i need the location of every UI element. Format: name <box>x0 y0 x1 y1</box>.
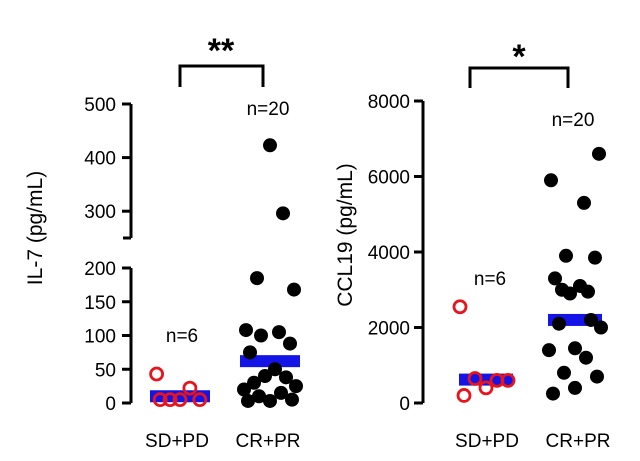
il7-significance-stars: ** <box>208 32 235 70</box>
il7-y-axis-label: IL-7 (pg/mL) <box>24 171 47 285</box>
il7-point-crpr <box>252 389 266 404</box>
il7-points <box>149 138 303 408</box>
ccl19-tick-label: 2000 <box>368 319 410 340</box>
il7-point-crpr <box>247 375 261 390</box>
ccl19-y-ticks: 0 2000 4000 6000 8000 <box>368 92 423 415</box>
il7-point-crpr <box>239 323 253 338</box>
ccl19-point-crpr <box>581 284 595 299</box>
ccl19-point-crpr <box>555 282 569 297</box>
ccl19-tick-label: 4000 <box>368 243 410 264</box>
ccl19-tick-label: 6000 <box>368 168 410 189</box>
ccl19-tick-label: 0 <box>399 394 410 415</box>
il7-point-crpr <box>241 393 255 408</box>
ccl19-point-crpr <box>588 250 602 265</box>
il7-tick-label: 100 <box>84 327 116 348</box>
il7-tick-label: 500 <box>84 95 116 116</box>
ccl19-n-label-sdpd: n=6 <box>474 269 506 290</box>
il7-panel: IL-7 (pg/mL) 0 50 100 150 200 300 400 500 ** n=… <box>24 32 303 452</box>
ccl19-y-axis-label: CCL19 (pg/mL) <box>334 163 357 307</box>
ccl19-point-crpr <box>579 350 593 365</box>
il7-significance-bracket <box>178 64 265 87</box>
il7-median-bar-0 <box>150 390 210 403</box>
ccl19-significance-star: * <box>512 38 526 76</box>
il7-point-crpr <box>250 271 264 286</box>
il7-point-crpr <box>276 206 290 221</box>
il7-median-bar-1 <box>240 355 300 368</box>
il7-n-label-sdpd: n=6 <box>166 326 198 347</box>
ccl19-point-crpr <box>546 386 560 401</box>
ccl19-tick-label: 8000 <box>368 92 410 113</box>
ccl19-point-sdpd <box>456 388 472 403</box>
ccl19-panel: CCL19 (pg/mL) 0 2000 4000 6000 8000 * n=6 n=… <box>334 38 610 452</box>
ccl19-x-label-sdpd: SD+PD <box>455 431 519 452</box>
ccl19-point-crpr <box>584 312 598 327</box>
il7-tick-label: 400 <box>84 149 116 170</box>
ccl19-n-label-crpr: n=20 <box>552 110 595 131</box>
il7-point-crpr <box>289 379 303 394</box>
il7-n-label-crpr: n=20 <box>247 99 290 120</box>
ccl19-point-sdpd <box>478 380 494 396</box>
il7-point-crpr <box>279 370 293 385</box>
il7-point-crpr <box>263 393 277 408</box>
il7-point-crpr <box>258 369 272 383</box>
ccl19-point-crpr <box>559 248 573 263</box>
ccl19-point-crpr <box>552 316 566 331</box>
ccl19-point-crpr <box>592 146 606 161</box>
ccl19-point-crpr <box>542 343 556 358</box>
ccl19-points <box>452 146 608 403</box>
ccl19-point-crpr <box>590 369 604 384</box>
il7-tick-label: 150 <box>84 293 116 314</box>
il7-point-crpr <box>263 138 277 153</box>
il7-point-sdpd <box>149 366 165 382</box>
ccl19-significance-bracket <box>468 66 570 88</box>
ccl19-point-crpr <box>568 341 582 356</box>
il7-point-crpr <box>268 362 282 377</box>
il7-point-crpr <box>287 282 301 297</box>
il7-tick-label: 0 <box>105 394 116 415</box>
il7-point-sdpd <box>152 392 168 408</box>
ccl19-x-label-crpr: CR+PR <box>546 431 611 452</box>
il7-point-sdpd <box>192 392 208 408</box>
ccl19-point-crpr <box>577 195 591 210</box>
il7-point-crpr <box>283 336 297 351</box>
ccl19-point-crpr <box>544 173 558 188</box>
ccl19-point-crpr <box>594 320 608 335</box>
il7-y-ticks: 0 50 100 150 200 300 400 500 <box>84 95 131 415</box>
il7-tick-label: 200 <box>84 259 116 280</box>
ccl19-point-crpr <box>568 380 582 395</box>
il7-point-sdpd <box>182 380 198 396</box>
il7-point-sdpd <box>172 392 188 408</box>
il7-point-sdpd <box>162 392 178 408</box>
il7-point-crpr <box>272 325 286 340</box>
il7-tick-label: 50 <box>95 360 116 381</box>
il7-point-crpr <box>254 328 268 343</box>
ccl19-point-sdpd <box>489 372 505 388</box>
il7-point-crpr <box>237 382 251 397</box>
il7-point-crpr <box>243 345 257 360</box>
il7-tick-label: 300 <box>84 202 116 223</box>
il7-x-label-crpr: CR+PR <box>236 431 301 452</box>
ccl19-point-sdpd <box>452 299 468 315</box>
il7-x-label-sdpd: SD+PD <box>145 431 209 452</box>
ccl19-point-sdpd <box>467 371 483 386</box>
il7-point-crpr <box>274 385 288 400</box>
ccl19-point-crpr <box>548 271 562 286</box>
ccl19-point-crpr <box>557 365 571 380</box>
il7-point-crpr <box>285 392 299 407</box>
